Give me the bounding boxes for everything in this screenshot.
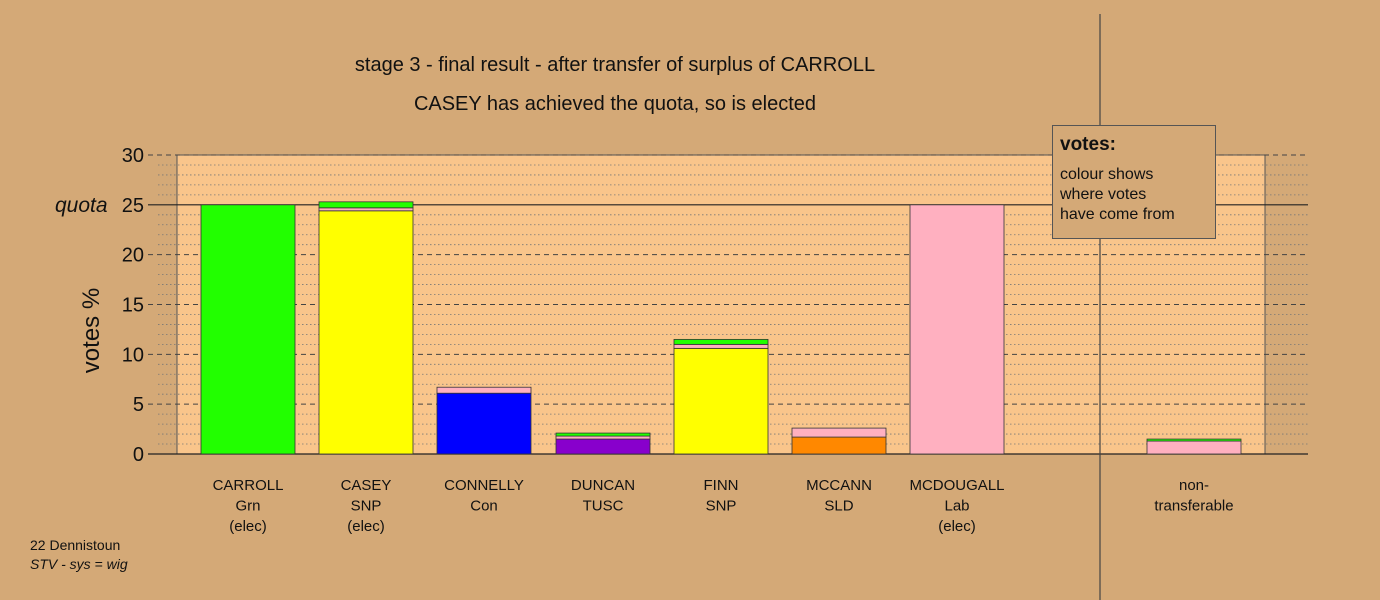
category-label: Lab	[944, 498, 969, 515]
bar-segment	[791, 436, 887, 455]
chart-subtitle: CASEY has achieved the quota, so is elec…	[413, 93, 817, 115]
bar-segment	[673, 338, 769, 345]
category-label: SLD	[824, 498, 853, 515]
category-label: Con	[470, 498, 498, 515]
footer-ward: 22 Dennistoun	[30, 537, 121, 553]
bar-segment	[200, 204, 296, 455]
bar-segment	[555, 435, 651, 440]
y-axis-label: votes %	[78, 288, 105, 373]
category-label: DUNCAN	[571, 477, 635, 494]
bar-segment	[673, 347, 769, 455]
bar-segment	[555, 432, 651, 437]
category-label: TUSC	[583, 498, 624, 515]
footer-system: STV - sys = wig	[30, 556, 128, 572]
category-label: CARROLL	[213, 477, 284, 494]
bar-segment	[318, 210, 414, 455]
bar-segment	[318, 201, 414, 209]
category-label: non-	[1179, 477, 1209, 494]
y-tick-label: 5	[133, 394, 144, 416]
y-tick-label: 30	[122, 145, 144, 167]
y-tick-label: 20	[122, 245, 144, 267]
legend-box: votes: colour shows where votes have com…	[1052, 125, 1216, 239]
category-label: CONNELLY	[444, 477, 524, 494]
bar-segment	[436, 386, 532, 394]
category-label: SNP	[351, 498, 382, 515]
y-tick-label: 0	[133, 444, 144, 466]
category-label: (elec)	[347, 518, 385, 535]
bar-segment	[791, 427, 887, 438]
legend-line: where votes	[1060, 186, 1147, 203]
bar-segment	[673, 343, 769, 349]
legend-title: votes:	[1060, 134, 1116, 155]
y-tick-label: 15	[122, 295, 144, 317]
category-label: (elec)	[938, 518, 976, 535]
category-label: SNP	[706, 498, 737, 515]
y-tick-label: 25	[122, 195, 144, 217]
category-label: Grn	[235, 498, 260, 515]
category-label: FINN	[704, 477, 739, 494]
category-label: CASEY	[341, 477, 392, 494]
bar-segment	[909, 204, 1005, 455]
chart-title: stage 3 - final result - after transfer …	[354, 54, 876, 76]
y-tick-label: 10	[122, 344, 144, 366]
legend-line: colour shows	[1060, 166, 1154, 183]
bar-segment	[436, 392, 532, 455]
bar-segment	[555, 438, 651, 455]
quota-label: quota	[55, 194, 108, 217]
bar-segment	[1146, 440, 1242, 455]
category-label: (elec)	[229, 518, 267, 535]
category-label: MCDOUGALL	[909, 477, 1004, 494]
legend-line: have come from	[1060, 206, 1175, 223]
category-label: MCCANN	[806, 477, 872, 494]
category-label: transferable	[1154, 498, 1233, 515]
bar-segment	[318, 207, 414, 212]
bar-segment	[1146, 438, 1242, 442]
